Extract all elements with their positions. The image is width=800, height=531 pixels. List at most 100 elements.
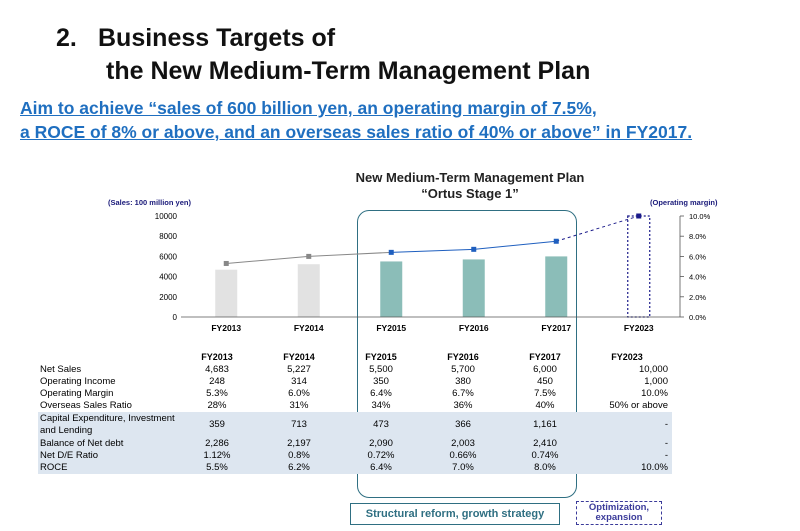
table-cell: 34%: [371, 400, 391, 411]
table-cell: 314: [291, 376, 307, 387]
y-tick-label: 4000: [159, 273, 177, 282]
table-cell: 6.4%: [370, 388, 392, 399]
table-row: Net D/E Ratio 1.12% 0.8% 0.72% 0.66% 0.74% -: [38, 450, 672, 462]
x-tick-label: FY2023: [624, 323, 654, 333]
bar: [380, 261, 403, 317]
table-cell: 1,161: [504, 412, 586, 438]
optimization-tag-text: Optimization, expansion: [588, 502, 650, 523]
line-point: [388, 249, 394, 255]
line-segment-actual: [226, 255, 309, 264]
y2-tick-label: 4.0%: [689, 273, 706, 282]
table-cell: 350: [373, 376, 389, 387]
table-row-label: Operating Income: [40, 376, 116, 387]
table-cell: 5.5%: [176, 462, 258, 474]
table-cell: 380: [455, 376, 471, 387]
table-cell: 1,000: [644, 376, 668, 387]
table-header-blank: [38, 350, 176, 364]
table-row-label: Operating Margin: [40, 388, 114, 399]
table-cell: 2,090: [340, 438, 422, 450]
table-cell: 473: [340, 412, 422, 438]
plan-period-box: [357, 210, 577, 498]
table-cell: 1.12%: [176, 450, 258, 462]
table-row: Overseas Sales Ratio 28% 31% 34% 36% 40% 50% o…: [38, 400, 672, 412]
line-point: [471, 246, 477, 252]
y2-axis: 10.0% 8.0% 6.0% 4.0% 2.0% 0.0%: [679, 212, 711, 322]
table-cell: 0.74%: [504, 450, 586, 462]
plan-label-line2: “Ortus Stage 1”: [421, 186, 519, 201]
table-cell: 248: [209, 376, 225, 387]
table-cell: 36%: [453, 400, 473, 411]
table-header-cell: FY2015: [365, 352, 397, 362]
x-tick-label: FY2014: [294, 323, 324, 333]
line-point: [223, 260, 229, 266]
title-line2: the New Medium-Term Management Plan: [106, 57, 591, 85]
line-segment-target: [556, 215, 639, 242]
table-cell: 5.3%: [206, 388, 228, 399]
y-axis: 10000 8000 6000 4000 2000 0: [155, 212, 178, 322]
page-title: 2. Business Targets of the New Medium-Ter…: [56, 22, 590, 88]
optimization-tag: Optimization, expansion: [576, 501, 662, 525]
y2-tick-label: 8.0%: [689, 232, 706, 241]
table-cell: 0.72%: [340, 450, 422, 462]
line-series: [223, 213, 642, 266]
table-cell: -: [586, 450, 672, 462]
table-row: Balance of Net debt 2,286 2,197 2,090 2,003 2…: [38, 438, 672, 450]
table-cell: 450: [537, 376, 553, 387]
table-header-cell: FY2016: [447, 352, 479, 362]
subtitle-line1: Aim to achieve “sales of 600 billion yen…: [20, 98, 597, 118]
table-cell: 5,500: [369, 364, 393, 375]
data-table: FY2013 FY2014 FY2015 FY2016 FY2017 FY2023 Net …: [38, 350, 672, 474]
table-cell: 7.5%: [534, 388, 556, 399]
y-tick-label: 6000: [159, 252, 177, 261]
table-cell: 8.0%: [504, 462, 586, 474]
table-cell: 10.0%: [586, 462, 672, 474]
table-row-label: ROCE: [38, 462, 176, 474]
y-tick-label: 0: [173, 313, 178, 322]
table-row-label: Overseas Sales Ratio: [40, 400, 132, 411]
table-cell: 5,700: [451, 364, 475, 375]
table-row-label: Net D/E Ratio: [38, 450, 176, 462]
table-cell: 4,683: [205, 364, 229, 375]
table-cell: 713: [258, 412, 340, 438]
y2-tick-label: 10.0%: [689, 212, 711, 221]
table-cell: 7.0%: [422, 462, 504, 474]
line-segment-plan: [473, 240, 557, 250]
table-cell: 2,410: [504, 438, 586, 450]
y2-tick-label: 2.0%: [689, 293, 706, 302]
line-segment-actual: [308, 251, 392, 257]
y2-axis-label: (Operating margin): [650, 198, 718, 207]
table-header-cell: FY2013: [201, 352, 233, 362]
x-tick-label: FY2017: [541, 323, 571, 333]
table-row-label: Capital Expenditure, Investment and Lend…: [38, 412, 176, 438]
table-cell: 2,003: [422, 438, 504, 450]
bar-series: [215, 215, 651, 318]
table-cell: 6.2%: [258, 462, 340, 474]
table-cell: 0.66%: [422, 450, 504, 462]
y2-tick-label: 6.0%: [689, 252, 706, 261]
table-cell: 359: [176, 412, 258, 438]
line-point: [636, 213, 642, 219]
table-cell: 31%: [289, 400, 309, 411]
table-cell: 28%: [207, 400, 227, 411]
title-number: 2.: [56, 24, 77, 52]
subtitle-line2: a ROCE of 8% or above, and an overseas s…: [20, 122, 693, 142]
y-axis-label: (Sales: 100 million yen): [108, 198, 191, 207]
x-tick-label: FY2016: [459, 323, 489, 333]
table-cell: 6,000: [533, 364, 557, 375]
table-row: Operating Income 248 314 350 380 450 1,000: [38, 376, 672, 388]
table-cell: 0.8%: [258, 450, 340, 462]
table-cell: 6.0%: [288, 388, 310, 399]
table-cell: 2,197: [258, 438, 340, 450]
bar: [462, 259, 485, 317]
subtitle: Aim to achieve “sales of 600 billion yen…: [20, 96, 692, 144]
table-header-cell: FY2014: [283, 352, 315, 362]
table-cell: 10,000: [638, 364, 668, 375]
table-header-row: FY2013 FY2014 FY2015 FY2016 FY2017 FY2023: [38, 350, 672, 364]
bar-target: [627, 215, 651, 318]
table-cell: -: [586, 438, 672, 450]
x-tick-label: FY2013: [211, 323, 241, 333]
y-tick-label: 2000: [159, 293, 177, 302]
table-header-cell: FY2017: [529, 352, 561, 362]
plan-label: New Medium-Term Management Plan “Ortus S…: [330, 170, 610, 202]
